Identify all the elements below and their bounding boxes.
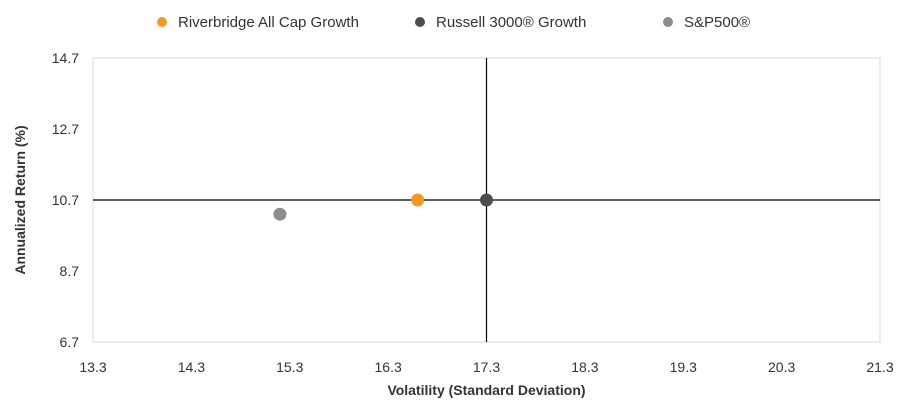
x-tick-label: 20.3 [768, 359, 795, 375]
legend-item: Riverbridge All Cap Growth [157, 14, 359, 31]
legend-marker [415, 17, 425, 27]
legend-item: Russell 3000® Growth [415, 14, 586, 31]
x-tick-label: 17.3 [473, 359, 500, 375]
legend-label: S&P500® [684, 14, 750, 31]
legend-label: Russell 3000® Growth [436, 14, 586, 31]
x-tick-label: 18.3 [571, 359, 598, 375]
legend-item: S&P500® [663, 14, 750, 31]
legend-marker [663, 17, 673, 27]
x-axis-title: Volatility (Standard Deviation) [387, 382, 585, 398]
x-tick-label: 21.3 [866, 359, 893, 375]
x-tick-label: 13.3 [79, 359, 106, 375]
x-tick-label: 19.3 [670, 359, 697, 375]
y-axis-title: Annualized Return (%) [12, 125, 28, 274]
data-point [411, 193, 425, 207]
legend-marker [157, 17, 167, 27]
y-axis-ticks: 6.7 8.7 10.7 12.7 14.7 [52, 50, 79, 350]
x-tick-label: 15.3 [276, 359, 303, 375]
x-axis-ticks: 13.3 14.3 15.3 16.3 17.3 18.3 19.3 20.3 21.3 [79, 359, 893, 375]
data-points [273, 193, 493, 221]
y-tick-label: 12.7 [52, 121, 79, 137]
legend-label: Riverbridge All Cap Growth [178, 14, 359, 31]
y-tick-label: 8.7 [60, 263, 80, 279]
data-point [273, 207, 287, 221]
legend: Riverbridge All Cap Growth Russell 3000® … [157, 14, 750, 31]
x-tick-label: 14.3 [178, 359, 205, 375]
data-point [480, 193, 493, 207]
x-tick-label: 16.3 [375, 359, 402, 375]
y-tick-label: 10.7 [52, 192, 79, 208]
y-tick-label: 6.7 [60, 334, 80, 350]
y-tick-label: 14.7 [52, 50, 79, 66]
